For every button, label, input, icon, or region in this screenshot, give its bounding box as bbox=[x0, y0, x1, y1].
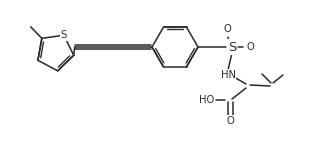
Text: HN: HN bbox=[221, 70, 235, 80]
Text: HO: HO bbox=[199, 95, 214, 105]
Text: O: O bbox=[226, 116, 234, 126]
Text: S: S bbox=[61, 30, 67, 40]
Text: O: O bbox=[223, 24, 231, 34]
Text: O: O bbox=[246, 42, 254, 52]
Text: S: S bbox=[228, 40, 236, 54]
